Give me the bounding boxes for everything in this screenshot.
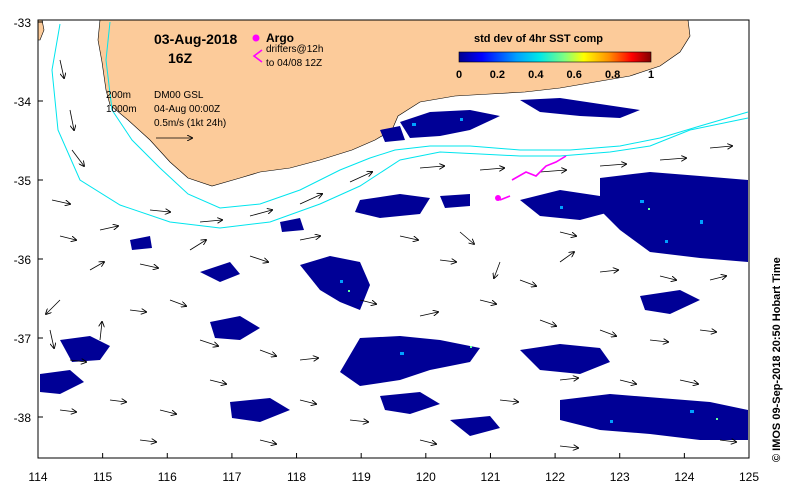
scale-label: 0.5m/s (1kt 24h) bbox=[154, 118, 226, 129]
x-tick-label: 118 bbox=[287, 470, 306, 484]
imos-credit: © IMOS 09-Sep-2018 20:50 Hobart Time bbox=[771, 257, 783, 462]
isobath-1000m bbox=[51, 23, 749, 229]
isobath-1000m-label: 1000m bbox=[106, 104, 137, 115]
x-tick-label: 121 bbox=[480, 470, 500, 484]
colorbar-title: std dev of 4hr SST comp bbox=[474, 33, 603, 45]
x-tick-label: 124 bbox=[674, 470, 694, 484]
drifter-legend-icon bbox=[252, 49, 263, 63]
isobath-200m bbox=[105, 21, 749, 209]
argo-legend-icon bbox=[252, 34, 260, 42]
colorbar bbox=[458, 51, 652, 63]
colorbar-tick-label: 0.6 bbox=[567, 69, 582, 81]
x-tick-label: 119 bbox=[352, 470, 371, 484]
isobath-200m-label: 200m bbox=[106, 90, 131, 101]
y-tick-label: -35 bbox=[14, 174, 32, 188]
y-axis-ticks: -33 -34 -35 -36 -37 -38 bbox=[14, 16, 43, 425]
x-tick-label: 116 bbox=[158, 470, 177, 484]
x-tick-label: 123 bbox=[610, 470, 630, 484]
drifters-legend-label: drifters@12h bbox=[266, 44, 323, 55]
map-hour: 16Z bbox=[168, 50, 193, 66]
y-tick-label: -36 bbox=[14, 253, 32, 267]
colorbar-ticks: 0 0.2 0.4 0.6 0.8 1 bbox=[456, 69, 654, 81]
sst-highlights bbox=[340, 118, 703, 423]
x-axis-ticks: 114 115 116 117 118 119 120 121 122 123 124 125 bbox=[28, 453, 759, 484]
argo-float-marker bbox=[495, 195, 501, 201]
x-tick-label: 125 bbox=[739, 470, 759, 484]
colorbar-tick-label: 0 bbox=[456, 69, 462, 81]
x-tick-label: 120 bbox=[416, 470, 436, 484]
colorbar-tick-label: 1 bbox=[648, 69, 654, 81]
argo-legend-label: Argo bbox=[266, 31, 294, 45]
drifters-legend-range: to 04/08 12Z bbox=[266, 58, 322, 69]
colorbar-tick-label: 0.4 bbox=[528, 69, 544, 81]
current-vectors bbox=[46, 59, 736, 448]
sst-warm-pixels bbox=[348, 208, 718, 420]
y-tick-label: -34 bbox=[14, 95, 32, 109]
x-tick-label: 114 bbox=[28, 470, 47, 484]
colorbar-tick-label: 0.2 bbox=[490, 69, 505, 81]
product-label: DM00 GSL bbox=[154, 90, 204, 101]
y-tick-label: -33 bbox=[14, 16, 32, 30]
x-tick-label: 117 bbox=[222, 470, 241, 484]
map-date: 03-Aug-2018 bbox=[154, 31, 237, 47]
colorbar-tick-label: 0.8 bbox=[605, 69, 620, 81]
y-tick-label: -38 bbox=[14, 411, 32, 425]
plot-frame bbox=[37, 19, 750, 459]
drifter-tracks bbox=[499, 155, 567, 201]
x-tick-label: 122 bbox=[545, 470, 565, 484]
land-mass-west bbox=[38, 20, 45, 41]
y-tick-label: -37 bbox=[14, 332, 32, 346]
x-tick-label: 115 bbox=[93, 470, 112, 484]
sst-patches bbox=[40, 98, 748, 440]
product-time: 04-Aug 00:00Z bbox=[154, 104, 220, 115]
